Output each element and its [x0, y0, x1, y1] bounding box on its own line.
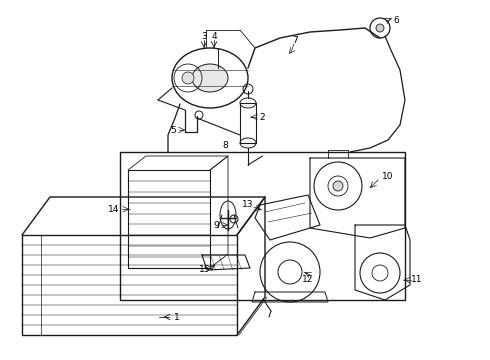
Text: 6: 6	[393, 15, 399, 24]
Text: 5: 5	[170, 126, 176, 135]
Text: 15: 15	[199, 266, 211, 274]
Text: 12: 12	[302, 275, 314, 284]
Bar	[22, 235, 237, 335]
Bar	[22, 235, 41, 335]
Text: 4: 4	[211, 32, 217, 41]
Bar	[128, 170, 210, 268]
Ellipse shape	[192, 64, 228, 92]
Text: 10: 10	[382, 171, 394, 180]
Text: 1: 1	[174, 312, 180, 321]
Text: 14: 14	[108, 205, 120, 214]
Bar	[120, 152, 405, 300]
Text: 7: 7	[292, 36, 298, 45]
Ellipse shape	[333, 181, 343, 191]
Text: 8: 8	[222, 140, 228, 149]
Bar	[240, 103, 256, 143]
Text: 3: 3	[201, 32, 207, 41]
Text: 13: 13	[242, 199, 254, 208]
Text: 2: 2	[259, 113, 265, 122]
Text: 9: 9	[213, 220, 219, 230]
Ellipse shape	[182, 72, 194, 84]
Ellipse shape	[376, 24, 384, 32]
Text: 11: 11	[411, 275, 423, 284]
